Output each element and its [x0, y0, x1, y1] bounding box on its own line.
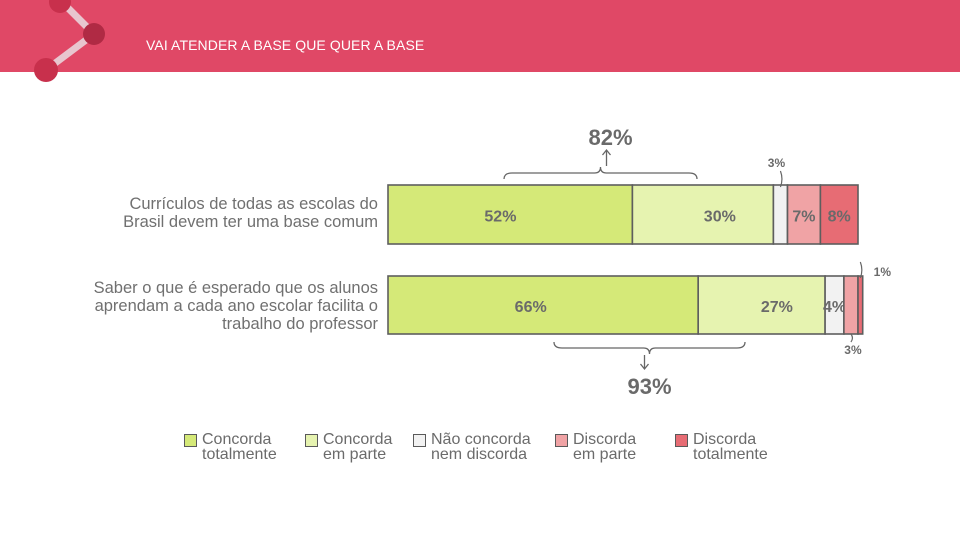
label-r1-s0: 66% — [515, 299, 547, 316]
decorative-network-icon — [34, 0, 105, 82]
row-label-1: Saber o que é esperado que os alunos apr… — [93, 279, 378, 333]
legend-item-1: Concorda em parte — [305, 431, 413, 463]
total-label-0: 82% — [588, 125, 632, 150]
legend-swatch-4 — [675, 434, 688, 447]
slide-title: VAI ATENDER A BASE QUE QUER A BASE — [146, 37, 425, 53]
legend-swatch-1 — [305, 434, 318, 447]
label-r0-s0: 52% — [484, 209, 516, 226]
label-r1-s3: 3% — [844, 343, 862, 357]
bar-r0-s4 — [819, 184, 859, 245]
label-r1-s1: 27% — [761, 299, 793, 316]
leader-r1-s3 — [850, 333, 854, 343]
leader-r0-s2 — [779, 170, 783, 188]
legend-item-0: Concorda totalmente — [184, 431, 305, 463]
bar-r0-s3 — [786, 184, 822, 245]
label-r1-s2: 4% — [823, 299, 846, 316]
label-r0-s3: 7% — [792, 209, 815, 226]
label-r0-s2: 3% — [768, 156, 786, 170]
legend-swatch-0 — [184, 434, 197, 447]
legend-item-2: Não concorda nem discorda — [413, 431, 555, 463]
total-bracket-1 — [553, 341, 746, 355]
bar-r1-s4 — [857, 275, 864, 335]
legend-label-0: Concorda totalmente — [202, 431, 277, 463]
total-label-1: 93% — [627, 374, 671, 399]
legend-swatch-2 — [413, 434, 426, 447]
total-bracket-0 — [503, 166, 698, 180]
bar-r0-s1 — [631, 184, 775, 245]
legend-label-2: Não concorda nem discorda — [431, 431, 531, 463]
row-label-0: Currículos de todas as escolas do Brasil… — [123, 195, 378, 231]
bar-r0-s0 — [387, 184, 634, 245]
label-r1-s4: 1% — [874, 265, 892, 279]
label-r0-s4: 8% — [828, 209, 851, 226]
legend-swatch-3 — [555, 434, 568, 447]
bar-r1-s0 — [387, 275, 700, 335]
leader-r1-s4 — [859, 261, 863, 279]
header-bar — [0, 0, 960, 72]
chart-legend: Concorda totalmente Concorda em parte Nã… — [184, 431, 795, 463]
bar-r1-s3 — [843, 275, 859, 335]
bar-r0-s2 — [772, 184, 789, 245]
total-arrow-0 — [601, 148, 612, 166]
total-arrow-1 — [639, 355, 650, 371]
legend-label-1: Concorda em parte — [323, 431, 393, 463]
legend-label-3: Discorda em parte — [573, 431, 637, 463]
legend-item-4: Discorda totalmente — [675, 431, 795, 463]
label-r0-s1: 30% — [704, 209, 736, 226]
legend-label-4: Discorda totalmente — [693, 431, 768, 463]
legend-item-3: Discorda em parte — [555, 431, 675, 463]
